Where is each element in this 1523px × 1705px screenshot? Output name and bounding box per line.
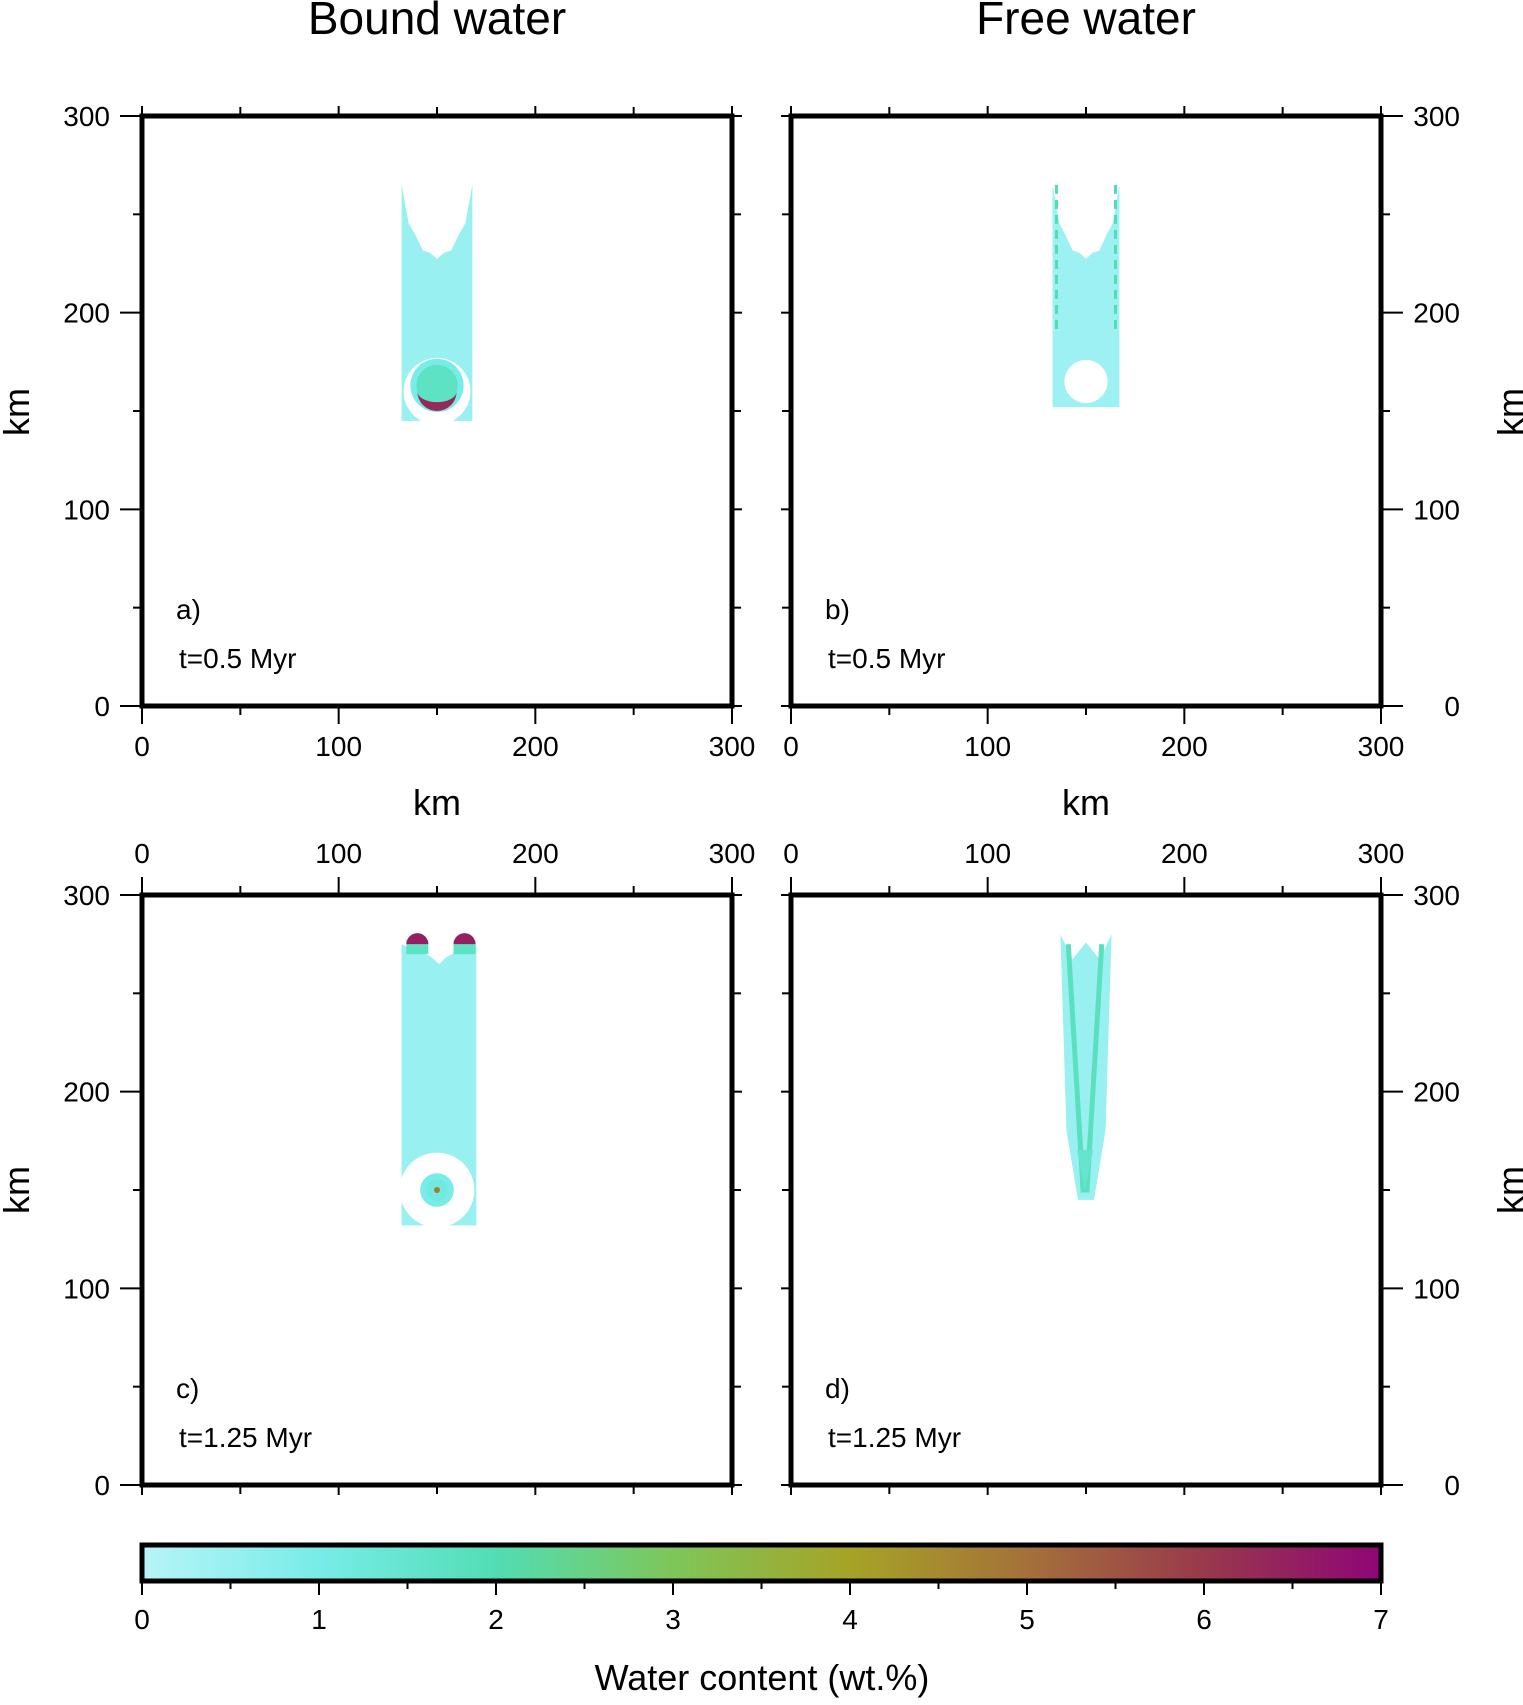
panel-time: t=1.25 Myr (179, 1422, 312, 1453)
v-core-edge (1065, 944, 1105, 1193)
panel-b: 0 100 200 300 0 100 200 300 b) t=0.5 Myr (781, 101, 1460, 762)
x-tick-label: 300 (709, 731, 756, 762)
y-tick-label: 300 (1413, 880, 1460, 911)
colorbar-tick-label: 2 (488, 1604, 504, 1635)
colorbar-tick-label: 4 (842, 1604, 858, 1635)
x-tick-label: 300 (1358, 838, 1405, 869)
x-tick-label: 200 (512, 731, 559, 762)
x-tick-label: 200 (1161, 838, 1208, 869)
panel-data-layer (1060, 934, 1112, 1200)
colorbar-tick-label: 3 (665, 1604, 681, 1635)
panel-label: b) (825, 594, 850, 625)
x-tick-label: 100 (964, 838, 1011, 869)
y-tick-label: 200 (1413, 1077, 1460, 1108)
panel-label: c) (176, 1373, 199, 1404)
plume-column (401, 944, 477, 1226)
x-tick-label: 0 (134, 838, 150, 869)
y-tick-label: 100 (63, 1273, 110, 1304)
blob-hole (1064, 359, 1108, 404)
xaxis-title-b: km (1062, 782, 1110, 823)
colorbar-tick-label: 1 (311, 1604, 327, 1635)
colorbar-label: Water content (wt.%) (595, 1657, 930, 1698)
colorbar (139, 1542, 1384, 1584)
panel-a: 0 100 200 300 0 100 200 300 a) t=0.5 Myr (63, 101, 755, 762)
panel-data-layer (1052, 184, 1120, 408)
colorbar-tick-label: 7 (1373, 1604, 1389, 1635)
y-tick-label: 100 (63, 494, 110, 525)
x-tick-label: 300 (1358, 731, 1405, 762)
yaxis-title-c: km (0, 1166, 37, 1214)
core-dot (434, 1187, 440, 1193)
panel-data-layer (399, 933, 477, 1228)
y-tick-label: 300 (63, 880, 110, 911)
panel-data-layer (401, 184, 473, 425)
colorbar-tick-label: 0 (134, 1604, 150, 1635)
colorbar-gradient (139, 1542, 1384, 1584)
cap-top (453, 933, 476, 945)
x-tick-label: 200 (512, 838, 559, 869)
y-tick-label: 0 (1444, 1470, 1460, 1501)
panel-time: t=0.5 Myr (828, 643, 945, 674)
panel-label: d) (825, 1373, 850, 1404)
y-tick-label: 0 (1444, 691, 1460, 722)
y-tick-label: 0 (94, 691, 110, 722)
y-tick-label: 300 (63, 101, 110, 132)
panel-time: t=0.5 Myr (179, 643, 296, 674)
x-tick-label: 100 (964, 731, 1011, 762)
y-tick-label: 100 (1413, 494, 1460, 525)
plume-column (1052, 184, 1120, 408)
panel-c: 0 100 200 300 0 100 200 300 c) t=1.25 Myr (63, 838, 755, 1501)
x-tick-label: 0 (783, 731, 799, 762)
cap-top (406, 933, 429, 945)
plume-column (401, 184, 473, 421)
panel-d: 0 100 200 300 0 100 200 300 d) t=1.25 Myr (781, 838, 1460, 1501)
column-title-free: Free water (976, 0, 1196, 44)
y-tick-label: 100 (1413, 1273, 1460, 1304)
x-tick-label: 200 (1161, 731, 1208, 762)
x-tick-label: 100 (315, 731, 362, 762)
yaxis-title-a: km (0, 388, 37, 436)
y-tick-label: 200 (63, 298, 110, 329)
x-tick-label: 100 (315, 838, 362, 869)
colorbar-ticks: 0 1 2 3 4 5 6 7 (134, 1581, 1389, 1635)
y-tick-label: 200 (63, 1077, 110, 1108)
y-tick-label: 0 (94, 1470, 110, 1501)
blob-crescent (417, 391, 457, 411)
panel-time: t=1.25 Myr (828, 1422, 961, 1453)
y-tick-label: 200 (1413, 298, 1460, 329)
v-core-tip (1077, 1150, 1094, 1190)
xaxis-title-a: km (413, 782, 461, 823)
column-title-bound: Bound water (308, 0, 566, 44)
x-tick-label: 300 (709, 838, 756, 869)
yaxis-title-d: km (1490, 1166, 1523, 1214)
y-tick-label: 300 (1413, 101, 1460, 132)
panel-label: a) (176, 594, 201, 625)
yaxis-title-b: km (1490, 388, 1523, 436)
panel-frame (788, 113, 1384, 709)
x-tick-label: 0 (783, 838, 799, 869)
colorbar-tick-label: 5 (1019, 1604, 1035, 1635)
x-tick-label: 0 (134, 731, 150, 762)
colorbar-tick-label: 6 (1196, 1604, 1212, 1635)
